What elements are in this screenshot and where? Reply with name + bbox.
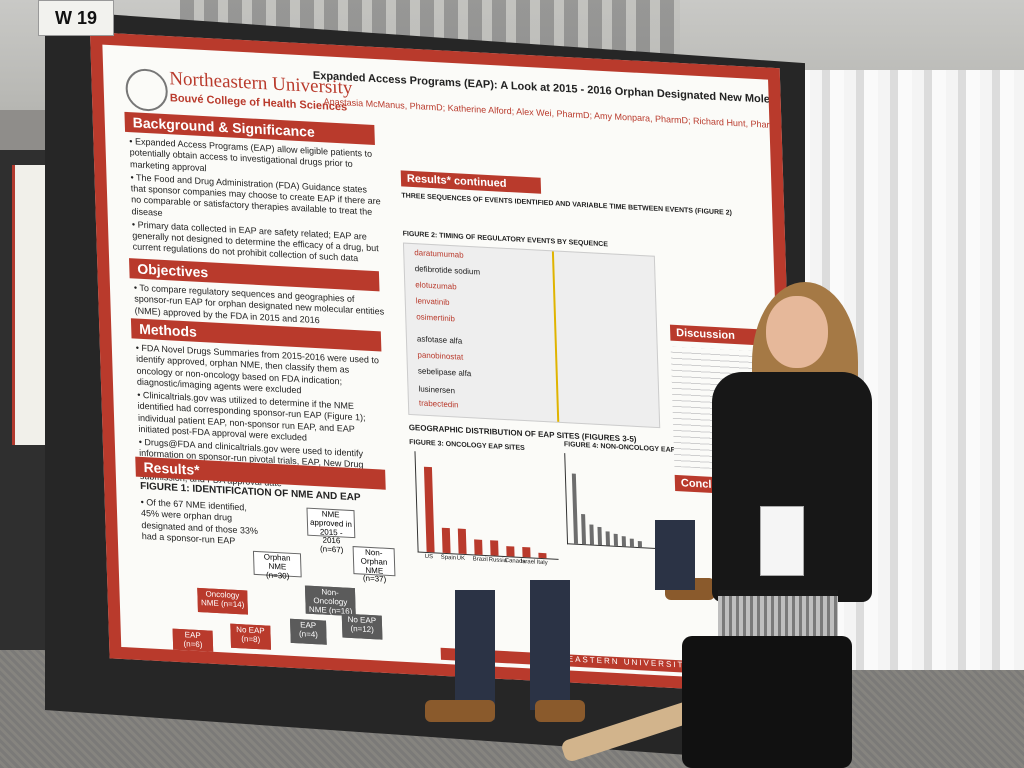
- figure2-timing-chart: daratumumab defibrotide sodium elotuzuma…: [402, 242, 661, 429]
- woman-face: [766, 296, 828, 368]
- fig4-bar: [589, 524, 595, 545]
- flow-box-no-eap-b: No EAP (n=12): [341, 613, 383, 640]
- drug-label: sebelipase alfa: [417, 366, 472, 379]
- flow-box-eap-a: EAP (n=6): [172, 628, 214, 655]
- fig4-bar: [621, 536, 627, 547]
- fig3-country-label: Italy: [536, 559, 548, 567]
- fig4-bar: [605, 531, 611, 546]
- fig3-bar: [457, 528, 467, 555]
- flow-box-non-orphan: Non-Orphan NME (n=37): [352, 546, 396, 584]
- fig3-bar: [423, 466, 435, 553]
- flow-box-oncology: Oncology NME (n=14): [197, 587, 248, 615]
- university-seal-icon: [125, 67, 169, 113]
- person-shoe: [425, 700, 495, 722]
- fig3-bar: [506, 546, 515, 557]
- figure3-chart: US Spain UK Brazil Russia Canada Israel Italy: [414, 451, 559, 566]
- black-bag: [682, 636, 852, 768]
- fig4-bar: [629, 538, 635, 547]
- fig3-country-label: Spain: [440, 554, 457, 562]
- name-badge: [760, 506, 804, 576]
- flow-box-orphan: Orphan NME (n=30): [252, 550, 302, 580]
- fig3-country-label: Israel: [520, 558, 536, 566]
- figure1-note: Of the 67 NME identified, 45% were orpha…: [140, 497, 261, 550]
- fig4-bar: [571, 473, 579, 544]
- booth-sign: W 19: [38, 0, 114, 36]
- fig4-bar: [581, 514, 587, 545]
- section-results-continued: Results* continued: [400, 170, 542, 194]
- person-shoe: [535, 700, 585, 722]
- fig3-bar: [490, 540, 499, 556]
- drug-label: panobinostat: [417, 350, 464, 362]
- flow-box-non-oncology: Non-Oncology NME (n=16): [304, 585, 356, 617]
- fig4-bar: [613, 533, 619, 546]
- fig3-country-label: Brazil: [472, 556, 488, 564]
- fig3-bar: [441, 527, 451, 554]
- figure4-chart: [564, 453, 669, 550]
- fig3-country-label: UK: [456, 555, 466, 562]
- fig4-bar: [637, 541, 643, 548]
- fig3-country-label: US: [424, 553, 434, 561]
- fig3-bar: [474, 539, 483, 555]
- fig3-bar: [538, 552, 547, 559]
- drug-label: defibrotide sodium: [414, 264, 481, 277]
- person-leg: [455, 590, 495, 720]
- drug-label: lusinersen: [418, 384, 456, 396]
- fig3-bar: [522, 546, 531, 558]
- person-leg: [530, 580, 570, 710]
- drug-label: elotuzumab: [415, 280, 457, 292]
- flow-box-no-eap-a: No EAP (n=8): [230, 623, 272, 650]
- sequences-title: THREE SEQUENCES OF EVENTS IDENTIFIED AND…: [401, 192, 733, 217]
- background-bullets: Expanded Access Programs (EAP) allow eli…: [129, 136, 383, 268]
- approval-line: [551, 251, 560, 422]
- figure3-title: FIGURE 3: ONCOLOGY EAP SITES: [409, 438, 525, 453]
- drug-label: asfotase alfa: [416, 334, 463, 346]
- drug-label: daratumumab: [414, 248, 464, 260]
- drug-label: lenvatinib: [415, 296, 450, 308]
- person-leg: [655, 520, 695, 590]
- flow-box-nme: NME approved in 2015 - 2016 (n=67): [306, 507, 356, 555]
- fig4-bar: [597, 526, 603, 546]
- drug-label: trabectedin: [418, 398, 459, 410]
- flow-box-eap-b: EAP (n=4): [290, 618, 327, 645]
- drug-label: osimertinib: [416, 312, 456, 324]
